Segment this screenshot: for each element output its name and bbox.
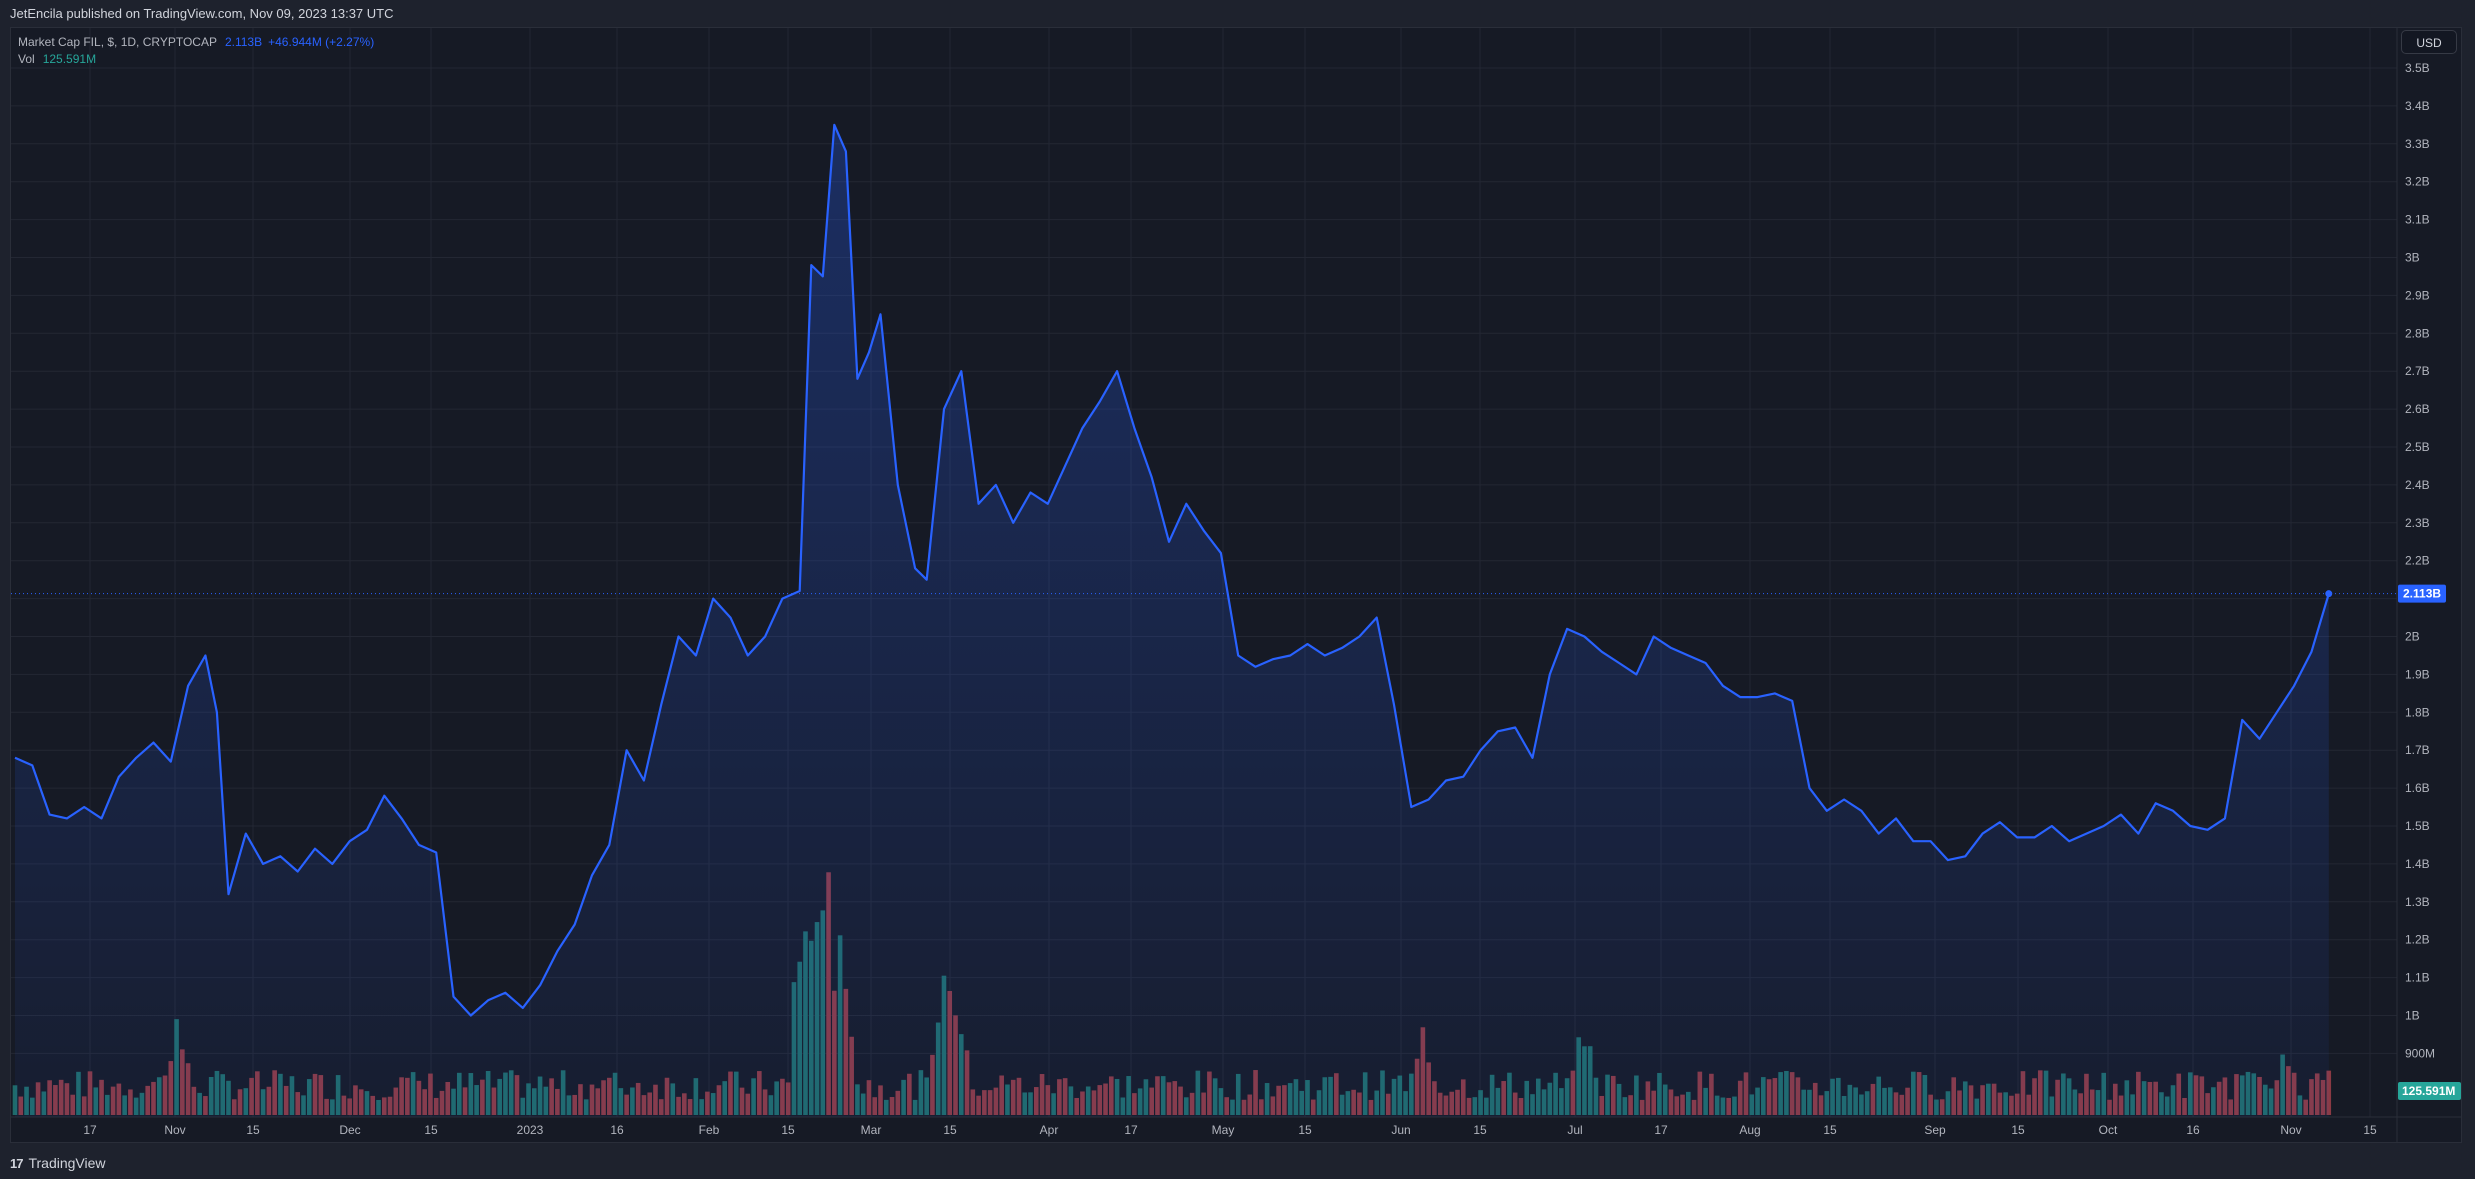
publish-header: JetEncila published on TradingView.com, … (0, 0, 2475, 27)
price-tick: 2.8B (2405, 326, 2430, 340)
svg-text:2.113B: 2.113B (2403, 587, 2441, 601)
price-tick: 2.4B (2405, 478, 2430, 492)
time-tick: Apr (1040, 1123, 1059, 1137)
time-tick: Aug (1739, 1123, 1760, 1137)
volume-label[interactable]: Vol (18, 52, 35, 66)
svg-text:125.591M: 125.591M (2402, 1084, 2455, 1098)
price-tick: 1.7B (2405, 743, 2430, 757)
time-tick: 16 (2186, 1123, 2200, 1137)
price-tick: 3.3B (2405, 137, 2430, 151)
footer: 17 TradingView (10, 1151, 106, 1175)
price-tick: 1.1B (2405, 971, 2430, 985)
time-tick: Nov (2280, 1123, 2301, 1137)
chart-legend: Market Cap FIL, $, 1D, CRYPTOCAP 2.113B +4… (18, 34, 374, 68)
time-tick: Dec (339, 1123, 360, 1137)
price-tick: 900M (2405, 1046, 2435, 1060)
price-tick: 3.2B (2405, 175, 2430, 189)
time-tick: Mar (861, 1123, 882, 1137)
price-tick: 3.5B (2405, 61, 2430, 75)
time-tick: 15 (2011, 1123, 2025, 1137)
price-tick: 2.6B (2405, 402, 2430, 416)
time-tick: 17 (1654, 1123, 1668, 1137)
price-tick: 2.7B (2405, 364, 2430, 378)
tradingview-logo-icon[interactable]: 17 (10, 1155, 24, 1171)
time-tick: 15 (1298, 1123, 1312, 1137)
time-tick: Nov (164, 1123, 185, 1137)
currency-button[interactable]: USD (2401, 30, 2457, 54)
price-tick: 1.2B (2405, 933, 2430, 947)
time-axis[interactable]: 17 Nov 15 Dec 15 2023 16 Feb 15 Mar 15 Apr 17 May 15 Ju… (83, 1123, 2377, 1137)
time-tick: 2023 (517, 1123, 544, 1137)
last-price-badge: 2.113B (2398, 584, 2446, 603)
area-fill (15, 124, 2329, 1118)
price-line (14, 123, 2330, 1017)
price-axis[interactable]: 3.5B 3.4B 3.3B 3.2B 3.1B 3B 2.9B 2.8B 2.7B 2.6B 2.… (2405, 61, 2435, 1060)
time-tick: Oct (2099, 1123, 2118, 1137)
price-tick: 1.6B (2405, 781, 2430, 795)
price-tick: 2.3B (2405, 516, 2430, 530)
time-tick: 15 (246, 1123, 260, 1137)
time-tick: 15 (1473, 1123, 1487, 1137)
volume-badge: 125.591M (2398, 1082, 2461, 1100)
price-tick: 2.5B (2405, 440, 2430, 454)
brand-name[interactable]: TradingView (28, 1155, 106, 1171)
price-tick: 1.3B (2405, 895, 2430, 909)
time-tick: May (1212, 1123, 1235, 1137)
price-tick: 1.9B (2405, 667, 2430, 681)
time-tick: 17 (83, 1123, 97, 1137)
time-tick: Jun (1391, 1123, 1410, 1137)
time-tick: 16 (610, 1123, 624, 1137)
price-tick: 1B (2405, 1009, 2420, 1023)
symbol-title[interactable]: Market Cap FIL, $, 1D, CRYPTOCAP (18, 35, 217, 49)
time-tick: Feb (699, 1123, 720, 1137)
price-tick: 3.4B (2405, 99, 2430, 113)
price-tick: 3B (2405, 251, 2420, 265)
last-point-marker (2325, 590, 2333, 598)
price-tick: 1.8B (2405, 705, 2430, 719)
time-tick: 15 (781, 1123, 795, 1137)
volume-value: 125.591M (42, 52, 97, 66)
publish-info: JetEncila published on TradingView.com, … (10, 6, 394, 21)
price-tick: 1.4B (2405, 857, 2430, 871)
time-tick: 15 (943, 1123, 957, 1137)
time-tick: 15 (2363, 1123, 2377, 1137)
time-tick: 17 (1124, 1123, 1138, 1137)
last-value: 2.113B (224, 35, 263, 49)
change-value: +46.944M (+2.27%) (268, 35, 375, 49)
price-tick: 2.2B (2405, 554, 2430, 568)
price-tick: 1.5B (2405, 819, 2430, 833)
time-tick: 15 (1823, 1123, 1837, 1137)
price-tick: 2B (2405, 630, 2420, 644)
time-tick: Jul (1567, 1123, 1582, 1137)
price-tick: 2.9B (2405, 288, 2430, 302)
time-tick: 15 (424, 1123, 438, 1137)
price-tick: 3.1B (2405, 213, 2430, 227)
time-tick: Sep (1924, 1123, 1946, 1137)
